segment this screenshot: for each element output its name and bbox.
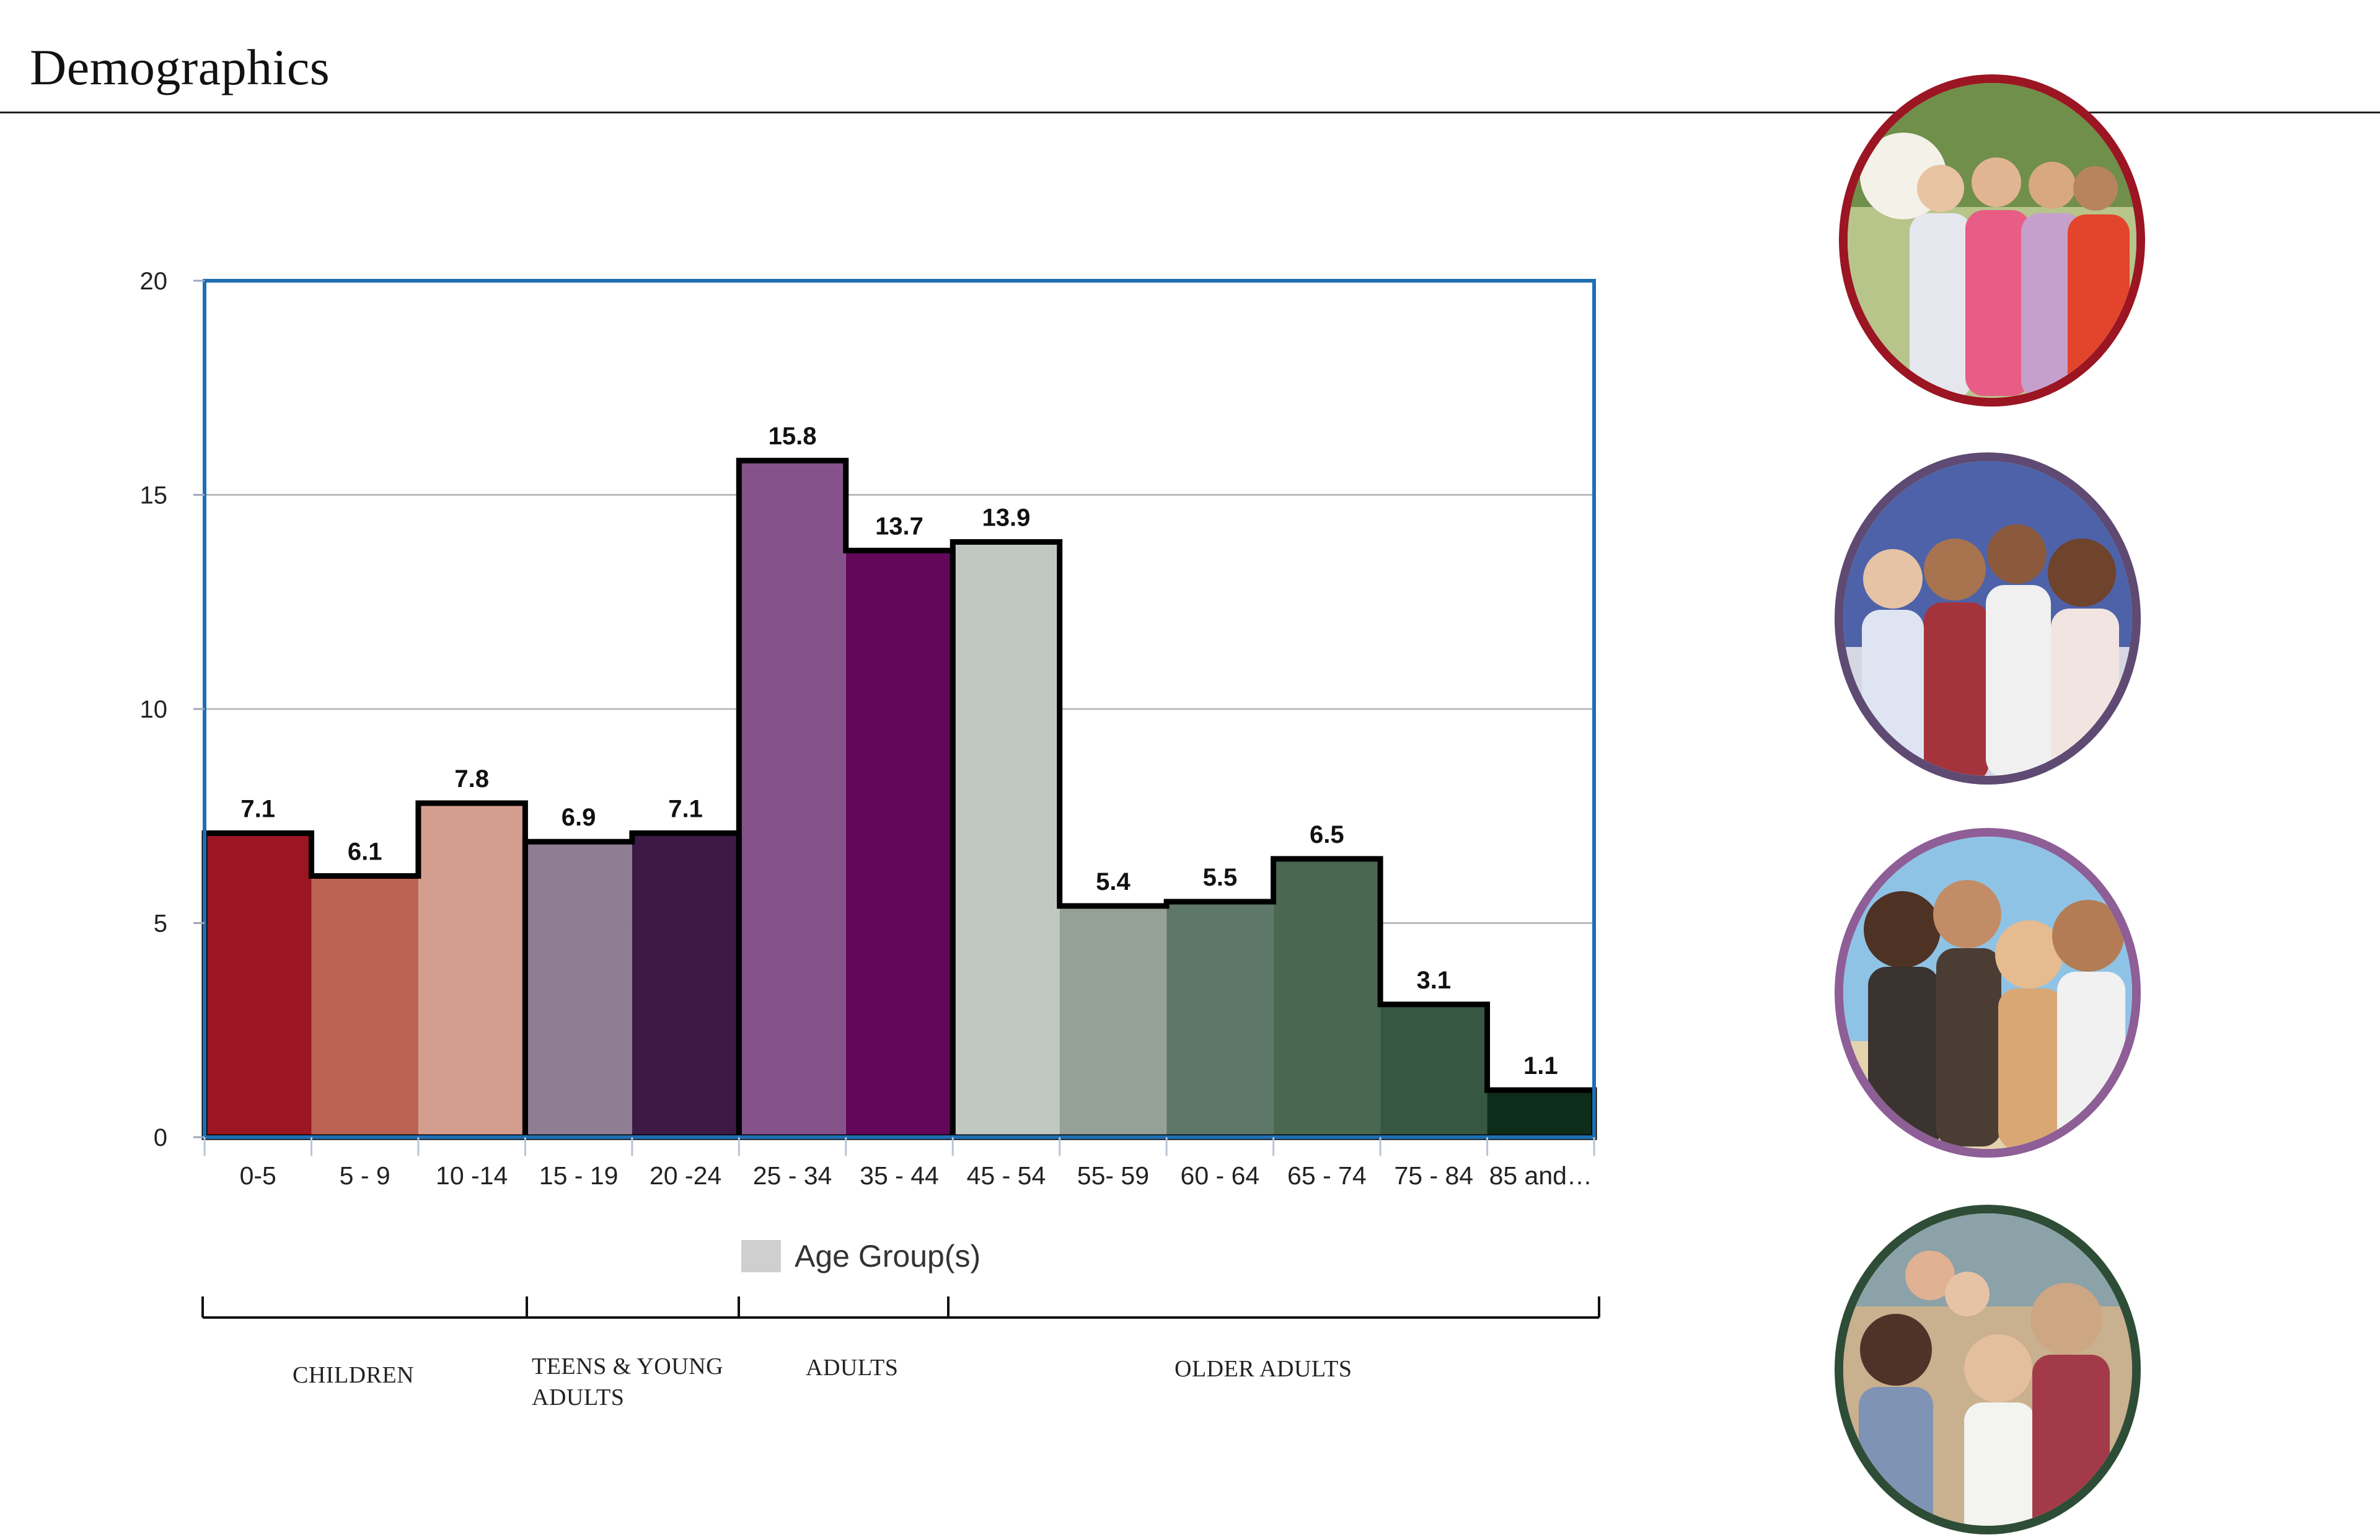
value-label: 5.5: [1203, 864, 1238, 891]
y-tick-label: 10: [140, 696, 168, 723]
bar: [1487, 1089, 1594, 1137]
group-label-teens-young-adults: TEENS & YOUNG ADULTS: [532, 1353, 724, 1410]
x-tick-label: 45 - 54: [967, 1161, 1046, 1190]
x-tick-label: 5 - 9: [340, 1161, 390, 1190]
value-label: 6.5: [1310, 821, 1344, 848]
value-label: 5.4: [1096, 868, 1130, 895]
x-tick-label: 85 and…: [1489, 1161, 1592, 1190]
x-tick-label: 60 - 64: [1181, 1161, 1260, 1190]
y-tick-label: 20: [140, 268, 168, 295]
group-outline: [950, 539, 1597, 1140]
bar: [845, 550, 953, 1137]
x-tick-label: 55- 59: [1077, 1161, 1149, 1190]
value-label: 13.9: [982, 504, 1031, 532]
children-photo: [1839, 74, 2145, 407]
value-label: 13.7: [875, 513, 923, 540]
value-label: 6.1: [348, 838, 382, 865]
x-tick-label: 75 - 84: [1394, 1161, 1473, 1190]
x-tick-label: 25 - 34: [753, 1161, 832, 1190]
y-tick-label: 15: [140, 482, 168, 509]
teens-photo: [1835, 452, 2141, 785]
bar: [953, 542, 1060, 1137]
legend-label: Age Group(s): [795, 1239, 981, 1274]
bar: [205, 833, 312, 1137]
bar: [1380, 1004, 1488, 1137]
value-label: 6.9: [562, 804, 596, 831]
x-tick-label: 35 - 44: [860, 1161, 939, 1190]
x-tick-label: 0-5: [240, 1161, 276, 1190]
bar: [525, 842, 632, 1137]
value-label: 7.1: [240, 795, 275, 822]
bar: [1273, 858, 1381, 1137]
bar: [632, 833, 739, 1137]
x-tick-label: 20 -24: [650, 1161, 721, 1190]
y-tick-label: 0: [154, 1124, 167, 1151]
bar: [1166, 901, 1274, 1137]
bar: [1059, 905, 1167, 1137]
bar: [418, 803, 526, 1137]
value-label: 7.8: [454, 765, 489, 793]
page-title: Demographics: [30, 39, 330, 95]
y-axis-ticks: 0 5 10 15 20: [140, 268, 205, 1151]
older-adults-photo: [1835, 1205, 2141, 1534]
value-label: 3.1: [1417, 967, 1452, 994]
group-label-children: CHILDREN: [293, 1362, 415, 1388]
group-label-older-adults: OLDER ADULTS: [1175, 1356, 1352, 1382]
value-label: 7.1: [668, 795, 703, 822]
adults-photo: [1835, 828, 2141, 1158]
title-divider: [0, 112, 2380, 113]
legend-swatch: [741, 1240, 781, 1272]
bars: [205, 460, 1594, 1137]
value-labels: 7.1 6.1 7.8 6.9 7.1 15.8 13.7 13.9 5.4 5.5 6.5 3.1 1…: [240, 423, 1558, 1080]
x-tick-label: 15 - 19: [539, 1161, 619, 1190]
x-axis-ticks: 0-5 5 - 9 10 -14 15 - 19 20 -24 25 - 34 35 - 4…: [203, 1137, 1595, 1190]
bar: [311, 876, 418, 1137]
x-tick-label: 10 -14: [436, 1161, 508, 1190]
legend: Age Group(s): [741, 1239, 981, 1274]
y-tick-label: 5: [154, 910, 167, 938]
age-group-brackets: [201, 1296, 1600, 1319]
bar: [739, 460, 846, 1137]
value-label: 15.8: [769, 423, 817, 450]
group-label-adults: ADULTS: [806, 1355, 899, 1381]
x-tick-label: 65 - 74: [1287, 1161, 1367, 1190]
value-label: 1.1: [1523, 1052, 1558, 1080]
